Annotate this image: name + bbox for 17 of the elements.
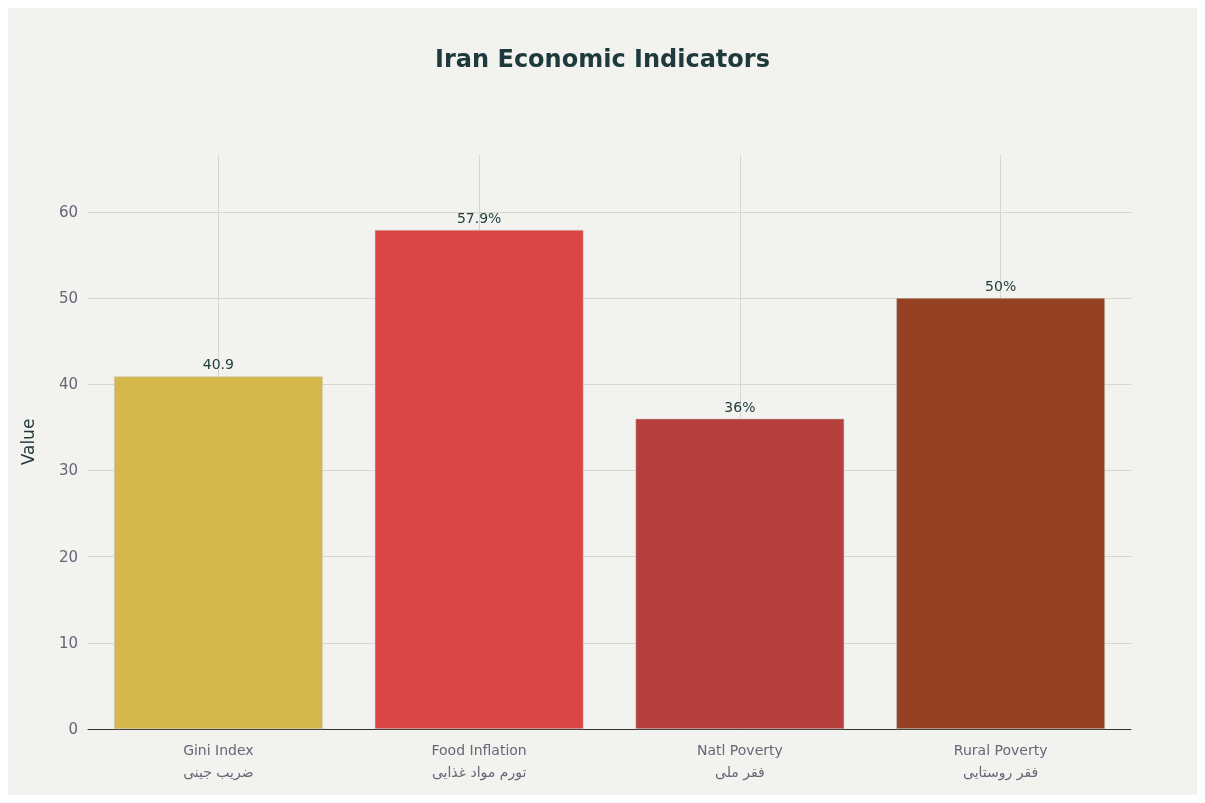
bar <box>114 376 323 729</box>
y-tick-label: 20 <box>58 547 78 566</box>
data-label: 50% <box>985 278 1017 295</box>
data-label: 36% <box>724 398 756 415</box>
y-tick-label: 10 <box>58 633 78 652</box>
data-label: 40.9 <box>202 356 234 373</box>
bar <box>635 418 845 729</box>
chart-title: Iran Economic Indicators <box>435 45 770 73</box>
y-tick-label: 50 <box>58 289 78 308</box>
bar <box>374 229 584 729</box>
y-tick-label: 60 <box>58 202 78 221</box>
y-tick-label: 0 <box>68 720 78 738</box>
y-axis-title: Value <box>17 418 38 466</box>
y-tick-label: 30 <box>58 461 78 480</box>
data-label: 57.9% <box>456 209 502 226</box>
y-tick-label: 40 <box>58 375 78 394</box>
bar <box>896 298 1105 729</box>
